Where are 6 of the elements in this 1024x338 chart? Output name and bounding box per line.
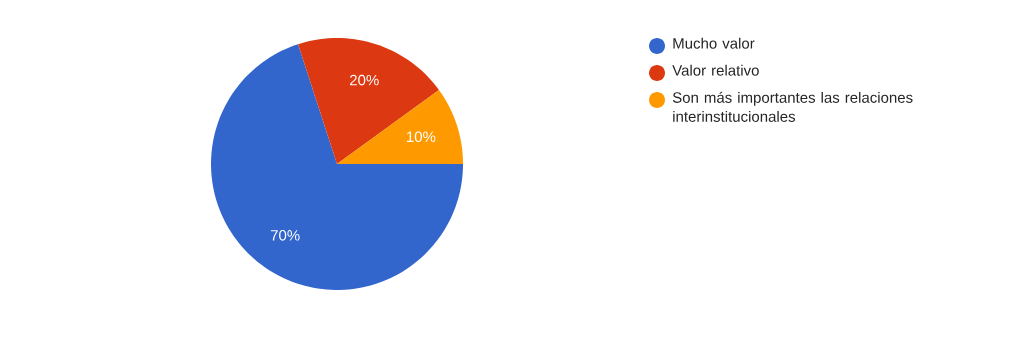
data-label: 70% (270, 230, 300, 241)
legend-label: Son más importantes las relaciones interinstitucionales (672, 91, 913, 122)
data-label: 10% (407, 131, 436, 143)
legend-label: Mucho valor (673, 37, 755, 49)
legend-label: Valor relativo (672, 64, 759, 76)
data-label: 20% (350, 74, 379, 86)
